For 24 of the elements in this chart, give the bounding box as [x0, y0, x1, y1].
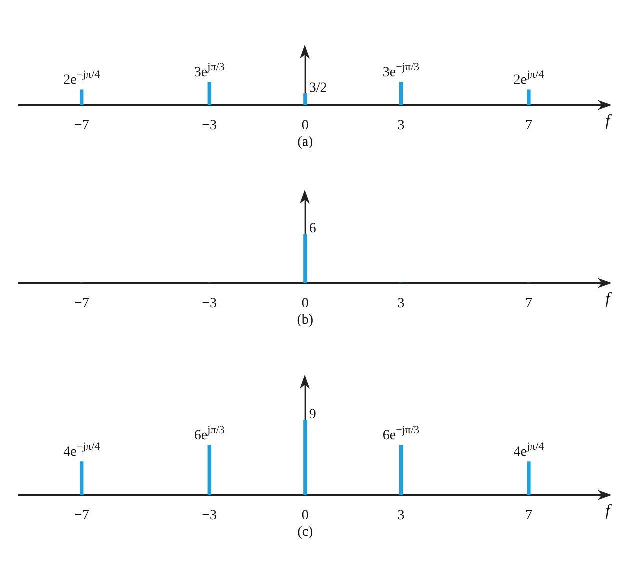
x-tick-label: 7	[525, 296, 532, 312]
x-tick-label: −3	[202, 296, 218, 312]
x-tick-label: 3	[398, 118, 405, 134]
x-tick-label: 7	[525, 508, 532, 524]
x-tick-label: 3	[398, 508, 405, 524]
x-tick-label: 3	[398, 296, 405, 312]
text: (b)	[297, 312, 314, 328]
data-label: 9	[309, 407, 316, 422]
x-tick-label: 0	[302, 296, 309, 312]
x-tick-label: −7	[74, 118, 90, 134]
text: (a)	[298, 134, 314, 150]
x-axis-title: f	[606, 290, 613, 308]
x-tick-label: 0	[302, 118, 309, 134]
x-tick-label: −7	[74, 508, 90, 524]
x-tick-label: −3	[202, 508, 218, 524]
data-label: 3/2	[309, 80, 328, 96]
x-axis-title: f	[606, 502, 613, 520]
x-tick-label: 7	[525, 118, 532, 134]
text: (c)	[298, 524, 314, 540]
x-tick-label: −3	[202, 118, 218, 134]
data-label: 6	[309, 222, 316, 237]
x-tick-label: 0	[302, 508, 309, 524]
x-axis-title: f	[606, 112, 613, 130]
x-tick-label: −7	[74, 296, 90, 312]
